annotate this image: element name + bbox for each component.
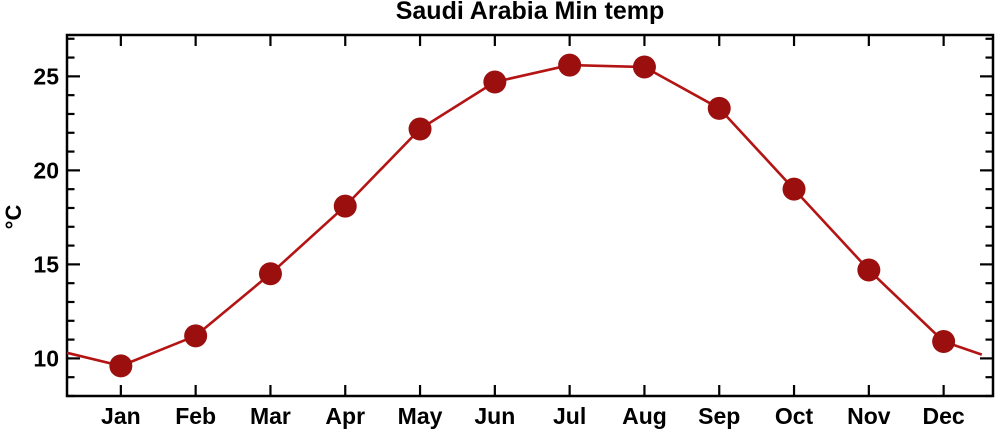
data-point xyxy=(857,258,881,282)
x-tick-label: Dec xyxy=(923,403,965,429)
data-point xyxy=(782,177,806,201)
x-tick-label: Apr xyxy=(325,403,365,429)
y-tick-label: 25 xyxy=(33,63,59,89)
y-tick-label: 20 xyxy=(33,157,59,183)
data-point xyxy=(558,53,582,77)
y-tick-label: 10 xyxy=(33,345,59,371)
x-tick-label: Nov xyxy=(847,403,891,429)
plot-frame xyxy=(65,33,995,398)
data-point xyxy=(184,324,208,348)
x-tick-label: May xyxy=(398,403,443,429)
x-tick-label: Jul xyxy=(553,403,586,429)
data-point xyxy=(483,70,507,94)
data-point xyxy=(109,354,133,378)
data-point xyxy=(707,96,731,120)
data-point xyxy=(258,262,282,286)
x-tick-label: Sep xyxy=(698,403,740,429)
x-tick-label: Oct xyxy=(775,403,814,429)
x-tick-label: Jun xyxy=(474,403,515,429)
data-point xyxy=(408,117,432,141)
y-tick-label: 15 xyxy=(33,251,59,277)
data-point xyxy=(333,194,357,218)
x-tick-label: Jan xyxy=(101,403,141,429)
x-tick-label: Feb xyxy=(175,403,216,429)
temperature-line xyxy=(66,63,983,368)
x-tick-label: Mar xyxy=(250,403,291,429)
x-tick-label: Aug xyxy=(622,403,667,429)
data-point xyxy=(632,55,656,79)
data-point xyxy=(932,329,956,353)
chart-title: Saudi Arabia Min temp xyxy=(395,0,665,25)
